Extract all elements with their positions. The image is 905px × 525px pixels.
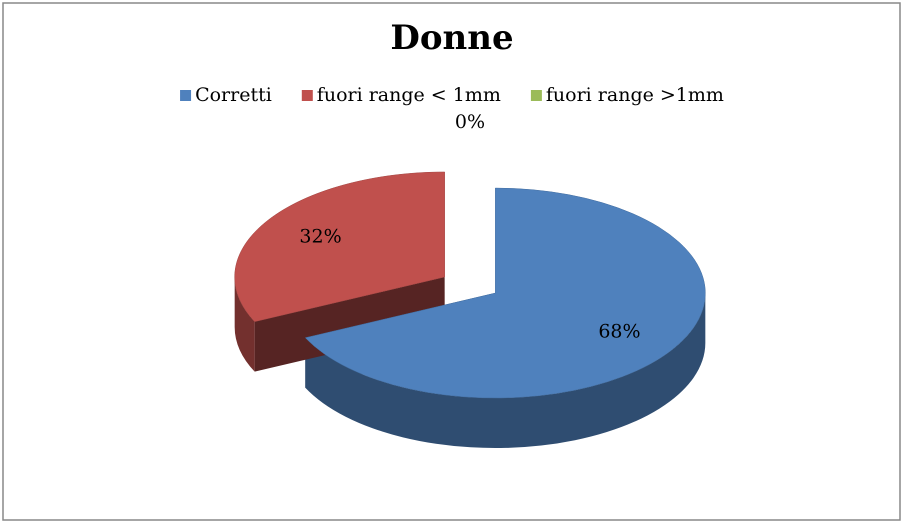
legend-label: Corretti	[195, 84, 272, 106]
pie-tops	[234, 171, 706, 399]
legend: Corretti fuori range < 1mm fuori range >1m…	[180, 84, 724, 106]
data-label: 68%	[598, 320, 640, 342]
data-label: 32%	[299, 226, 341, 248]
legend-swatch	[180, 90, 192, 101]
pie-slice	[234, 171, 445, 322]
pie-slice	[304, 187, 706, 399]
legend-label: fuori range < 1mm	[317, 84, 501, 106]
legend-label: fuori range >1mm	[546, 84, 724, 106]
data-labels: 68% 32% 0%	[299, 111, 640, 342]
data-label: 0%	[455, 111, 485, 133]
slice-cut-face	[254, 276, 445, 372]
slice-side	[234, 276, 255, 372]
legend-swatch	[301, 90, 313, 101]
slice-side	[305, 293, 706, 449]
chart-title: Donne	[390, 18, 513, 58]
legend-swatch	[530, 90, 542, 101]
